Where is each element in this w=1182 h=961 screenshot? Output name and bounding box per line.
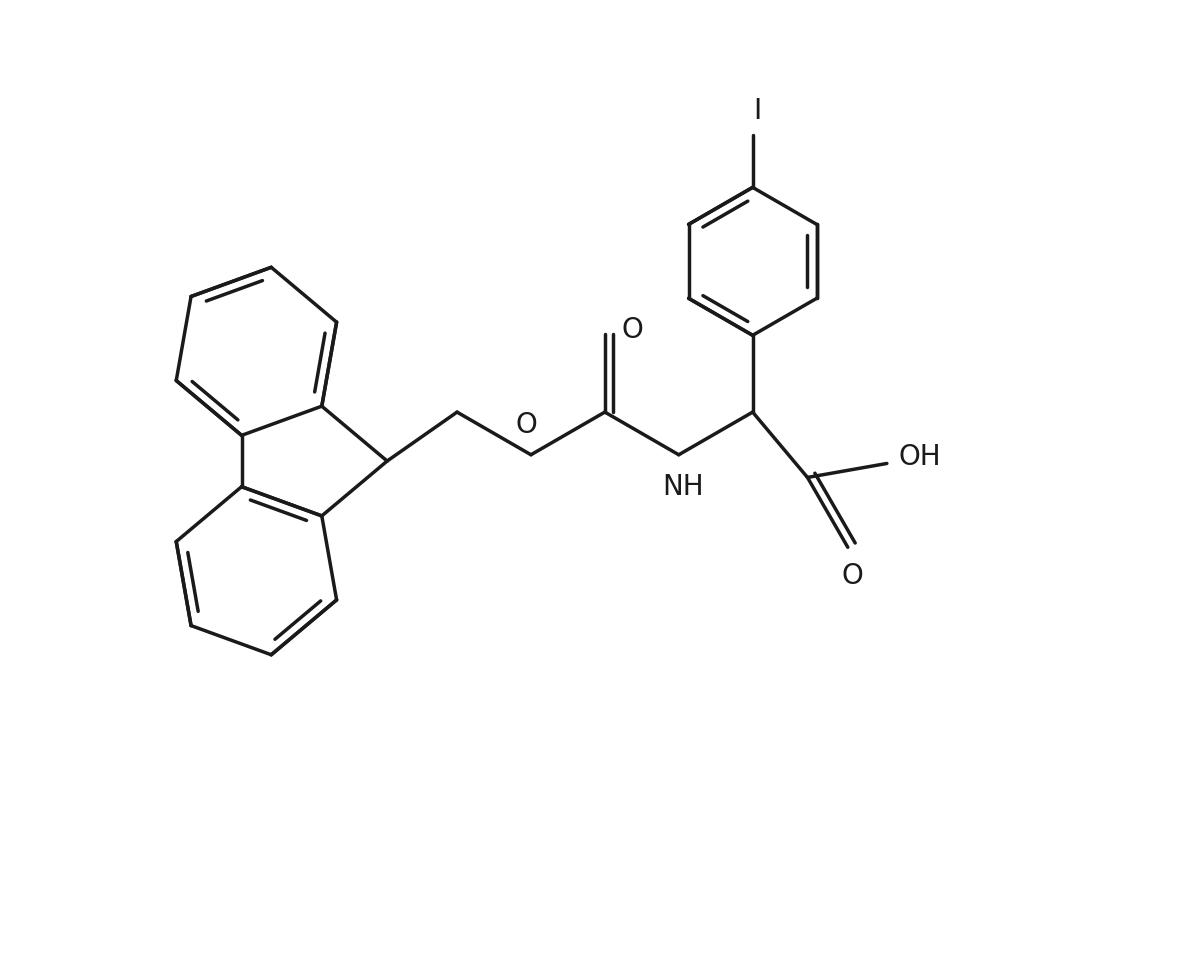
Text: O: O bbox=[622, 315, 644, 343]
Text: O: O bbox=[842, 562, 863, 590]
Text: NH: NH bbox=[663, 473, 704, 501]
Text: O: O bbox=[515, 410, 537, 438]
Text: OH: OH bbox=[898, 442, 941, 470]
Text: I: I bbox=[753, 97, 761, 125]
